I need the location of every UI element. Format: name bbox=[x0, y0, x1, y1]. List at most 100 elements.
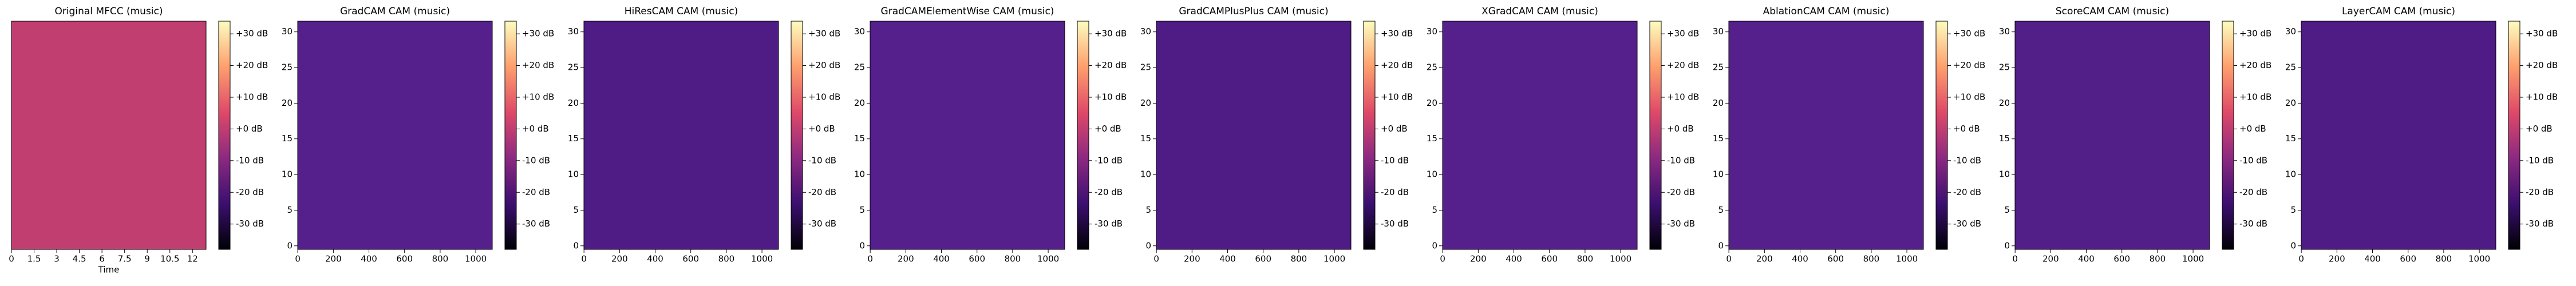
colorbar-tick-label: +20 dB bbox=[236, 60, 268, 70]
y-tick-label: 0 bbox=[1145, 240, 1151, 251]
y-tick-label: 30 bbox=[854, 26, 865, 37]
colorbar-tick-label: +30 dB bbox=[236, 29, 268, 39]
x-tick-label: 200 bbox=[1470, 254, 1487, 264]
y-tick-label: 25 bbox=[1140, 62, 1151, 73]
axes-frame bbox=[2301, 21, 2496, 250]
x-tick-label: 7.5 bbox=[118, 254, 132, 264]
panel-title: XGradCAM CAM (music) bbox=[1481, 6, 1598, 17]
x-tick-label: 400 bbox=[933, 254, 950, 264]
y-tick-label: 20 bbox=[1713, 98, 1724, 108]
x-tick-label: 12 bbox=[187, 254, 198, 264]
x-tick-label: 1000 bbox=[1896, 254, 1918, 264]
colorbar bbox=[1363, 21, 1376, 250]
x-tick-label: 1.5 bbox=[27, 254, 41, 264]
y-tick-label: 15 bbox=[854, 133, 865, 144]
axes-frame bbox=[870, 21, 1065, 250]
x-tick-label: 800 bbox=[432, 254, 449, 264]
x-tick-label: 3 bbox=[54, 254, 60, 264]
colorbar-tick-label: +20 dB bbox=[808, 60, 840, 70]
colorbar-tick-label: +30 dB bbox=[2526, 29, 2558, 39]
y-tick-label: 20 bbox=[282, 98, 293, 108]
colorbar-tick-label: +10 dB bbox=[808, 92, 840, 102]
y-tick-label: 0 bbox=[2004, 240, 2010, 251]
colorbar-tick-label: +0 dB bbox=[1953, 124, 1980, 134]
x-tick-label: 4.5 bbox=[73, 254, 86, 264]
colorbar-tick-label: +20 dB bbox=[2239, 60, 2271, 70]
heatmap-image bbox=[1729, 21, 1923, 249]
colorbar-tick-label: +10 dB bbox=[1381, 92, 1413, 102]
colorbar-tick-label: +30 dB bbox=[1667, 29, 1699, 39]
x-tick-label: 600 bbox=[682, 254, 699, 264]
x-tick-label: 200 bbox=[1756, 254, 1773, 264]
y-tick-label: 15 bbox=[1713, 133, 1724, 144]
colorbar-tick-label: +30 dB bbox=[1953, 29, 1985, 39]
y-tick-label: 5 bbox=[1718, 205, 1724, 215]
y-tick-label: 20 bbox=[854, 98, 865, 108]
colorbar-tick-label: -20 dB bbox=[2239, 187, 2267, 197]
x-tick-label: 800 bbox=[1005, 254, 1021, 264]
colorbar-tick-label: +0 dB bbox=[1095, 124, 1121, 134]
colorbar-tick-label: +20 dB bbox=[1953, 60, 1985, 70]
y-tick-label: 30 bbox=[2285, 26, 2296, 37]
heatmap-image bbox=[1443, 21, 1637, 249]
y-tick-label: 10 bbox=[854, 169, 865, 180]
colorbar-tick-label: -20 dB bbox=[1953, 187, 1981, 197]
x-tick-label: 800 bbox=[2436, 254, 2452, 264]
colorbar-tick-label: -10 dB bbox=[808, 155, 836, 165]
x-tick-label: 200 bbox=[2329, 254, 2345, 264]
y-tick-label: 5 bbox=[573, 205, 579, 215]
colorbar-tick-label: -10 dB bbox=[1953, 155, 1981, 165]
panel-title: GradCAMElementWise CAM (music) bbox=[881, 6, 1054, 17]
axes-frame bbox=[1728, 21, 1924, 250]
x-tick-label: 400 bbox=[647, 254, 663, 264]
x-tick-label: 1000 bbox=[1037, 254, 1059, 264]
colorbar-tick-label: -10 dB bbox=[522, 155, 550, 165]
colorbar-tick-label: +0 dB bbox=[1381, 124, 1408, 134]
y-tick-label: 10 bbox=[568, 169, 579, 180]
x-tick-label: 400 bbox=[1792, 254, 1808, 264]
colorbar bbox=[2508, 21, 2520, 250]
x-tick-label: 400 bbox=[1506, 254, 1522, 264]
y-tick-label: 20 bbox=[1999, 98, 2010, 108]
x-tick-label: 400 bbox=[2364, 254, 2381, 264]
colorbar-tick-label: +0 dB bbox=[2239, 124, 2266, 134]
y-tick-label: 0 bbox=[573, 240, 579, 251]
colorbar-tick-label: -10 dB bbox=[2526, 155, 2554, 165]
colorbar-tick-label: +0 dB bbox=[2526, 124, 2553, 134]
colorbar-tick-label: +20 dB bbox=[1381, 60, 1413, 70]
colorbar-tick-label: +0 dB bbox=[522, 124, 549, 134]
colorbar-tick-label: -20 dB bbox=[236, 187, 264, 197]
y-tick-label: 5 bbox=[2290, 205, 2296, 215]
panel-title: HiResCAM CAM (music) bbox=[625, 6, 738, 17]
colorbar bbox=[791, 21, 803, 250]
colorbar-tick-label: +30 dB bbox=[1381, 29, 1413, 39]
colorbar-tick-label: +30 dB bbox=[2239, 29, 2271, 39]
y-tick-label: 15 bbox=[282, 133, 293, 144]
colorbar bbox=[1077, 21, 1089, 250]
x-tick-label: 1000 bbox=[465, 254, 487, 264]
x-tick-label: 9 bbox=[144, 254, 150, 264]
colorbar-tick-label: -20 dB bbox=[1095, 187, 1123, 197]
x-tick-label: 400 bbox=[1219, 254, 1236, 264]
axes-frame bbox=[583, 21, 779, 250]
colorbar-tick-label: -30 dB bbox=[522, 219, 550, 229]
y-tick-label: 5 bbox=[287, 205, 293, 215]
axes-frame bbox=[2014, 21, 2210, 250]
x-tick-label: 0 bbox=[2298, 254, 2304, 264]
y-tick-label: 5 bbox=[2004, 205, 2010, 215]
colorbar bbox=[2222, 21, 2234, 250]
y-tick-label: 0 bbox=[287, 240, 293, 251]
x-tick-label: 0 bbox=[2012, 254, 2018, 264]
colorbar-tick-label: +10 dB bbox=[1953, 92, 1985, 102]
colorbar-tick-label: +20 dB bbox=[1667, 60, 1699, 70]
axes-frame bbox=[297, 21, 493, 250]
y-tick-label: 30 bbox=[1427, 26, 1437, 37]
y-tick-label: 10 bbox=[282, 169, 293, 180]
colorbar bbox=[1935, 21, 1948, 250]
colorbar-tick-label: -10 dB bbox=[1667, 155, 1695, 165]
y-tick-label: 15 bbox=[568, 133, 579, 144]
colorbar-tick-label: -30 dB bbox=[808, 219, 836, 229]
colorbar-tick-label: +0 dB bbox=[1667, 124, 1694, 134]
colorbar-tick-label: -30 dB bbox=[1667, 219, 1695, 229]
